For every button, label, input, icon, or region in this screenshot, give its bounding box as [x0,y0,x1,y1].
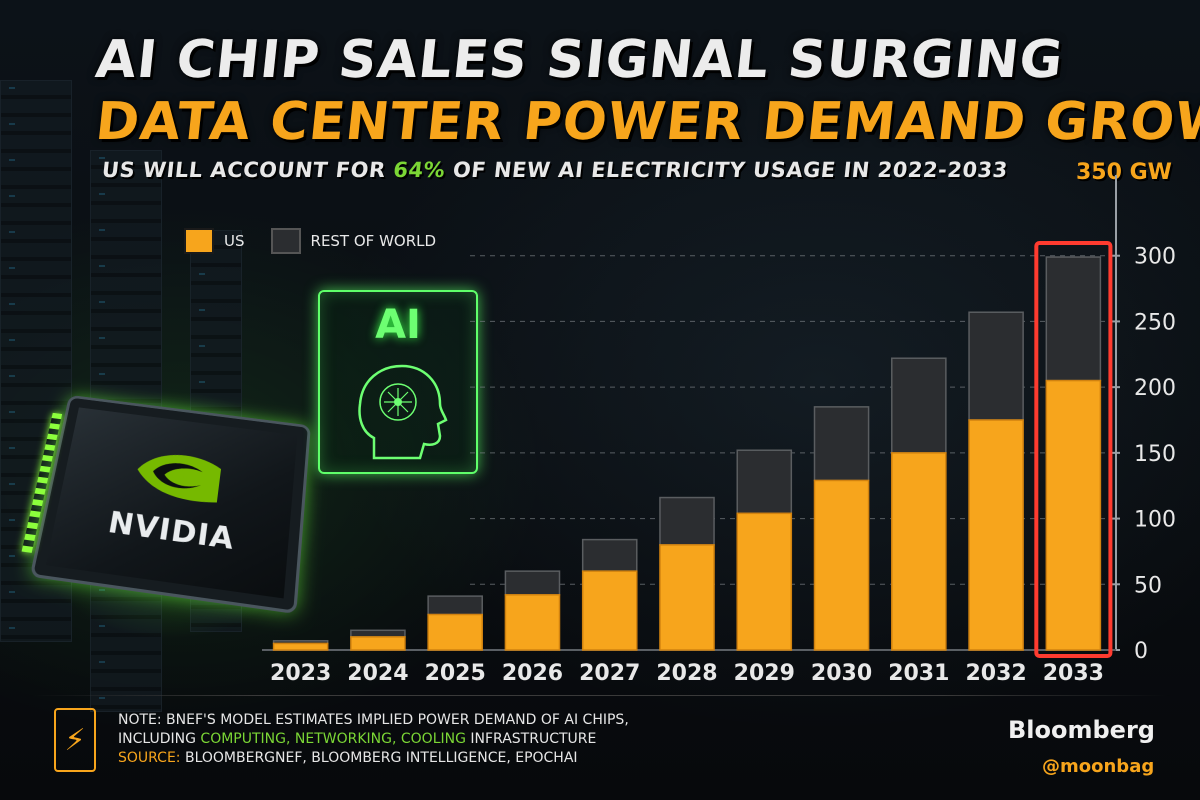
legend-label-us: US [224,232,245,250]
bar-us-2027 [581,570,638,651]
bar-us-2033 [1045,379,1102,651]
legend-item-rest-of-world: REST OF WORLD [270,228,437,254]
y-tick-label: 200 [1134,376,1176,401]
highlight-frame [1034,241,1113,658]
lightning-bolt-icon: ⚡ [54,708,96,772]
source-label: SOURCE: [118,750,181,766]
bar-us-2030 [813,479,870,651]
ai-panel: AI [318,290,478,474]
legend-swatch-us [184,228,214,254]
x-tick-label: 2032 [965,661,1026,686]
bar-rest-of-world-2032 [968,311,1024,421]
x-tick-label: 2033 [1043,661,1104,686]
x-tick-label: 2030 [811,661,872,686]
note-line-2-items: COMPUTING, NETWORKING, COOLING [200,731,466,747]
legend-swatch-rest-of-world [270,228,301,254]
y-tick-label: 50 [1134,573,1162,598]
y-tick-label: 0 [1134,639,1148,664]
ai-label: AI [375,302,421,348]
footer-divider [30,695,1170,696]
bar-rest-of-world-2028 [659,496,715,546]
source-line: SOURCE: BLOOMBERGNEF, BLOOMBERG INTELLIG… [118,749,629,768]
bar-rest-of-world-2026 [504,570,561,596]
x-tick-label: 2025 [425,661,486,686]
note-line-2-pre: INCLUDING [118,731,201,747]
bar-us-2032 [968,419,1024,651]
footnote: NOTE: BNEF'S MODEL ESTIMATES IMPLIED POW… [118,711,629,768]
x-tick-label: 2024 [347,661,408,686]
x-tick-label: 2026 [502,661,563,686]
nvidia-chip: NVIDIA [21,394,311,615]
x-tick-label: 2023 [270,661,331,686]
bar-us-2025 [427,613,483,651]
x-tick-label: 2031 [888,661,949,686]
legend-item-us: US [184,228,245,254]
bar-us-2031 [891,452,947,651]
y-tick-label: 250 [1134,310,1176,335]
bar-us-2024 [350,636,406,651]
brand-label: Bloomberg [1008,716,1155,744]
legend: US REST OF WORLD [184,228,436,254]
bar-rest-of-world-2031 [891,357,947,454]
x-tick-label: 2028 [656,661,717,686]
legend-label-rest-of-world: REST OF WORLD [310,232,437,250]
x-tick-label: 2027 [579,661,640,686]
ai-head-circuit-icon [358,364,448,460]
bar-rest-of-world-2025 [427,595,483,616]
nvidia-eye-logo-icon [133,449,223,505]
bar-rest-of-world-2027 [581,538,638,572]
source-text: BLOOMBERGNEF, BLOOMBERG INTELLIGENCE, EP… [180,750,578,766]
bar-rest-of-world-2029 [736,449,793,515]
y-tick-label: 100 [1134,508,1176,533]
bar-us-2029 [736,512,793,651]
y-tick-label: 300 [1134,245,1176,270]
y-tick-label: 150 [1134,442,1176,467]
bar-rest-of-world-2024 [350,629,406,638]
note-line-2: INCLUDING COMPUTING, NETWORKING, COOLING… [118,730,629,749]
bar-us-2028 [659,544,715,651]
bar-us-2023 [272,642,329,651]
bar-us-2026 [504,594,561,651]
note-line-2-post: INFRASTRUCTURE [465,731,597,747]
x-tick-label: 2029 [734,661,795,686]
y-axis-unit-label: 350 GW [1076,160,1172,185]
bar-rest-of-world-2030 [813,406,870,482]
author-handle: @moonbag [1042,756,1155,777]
bar-rest-of-world-2033 [1045,256,1102,382]
note-line-1: NOTE: BNEF'S MODEL ESTIMATES IMPLIED POW… [118,712,629,728]
